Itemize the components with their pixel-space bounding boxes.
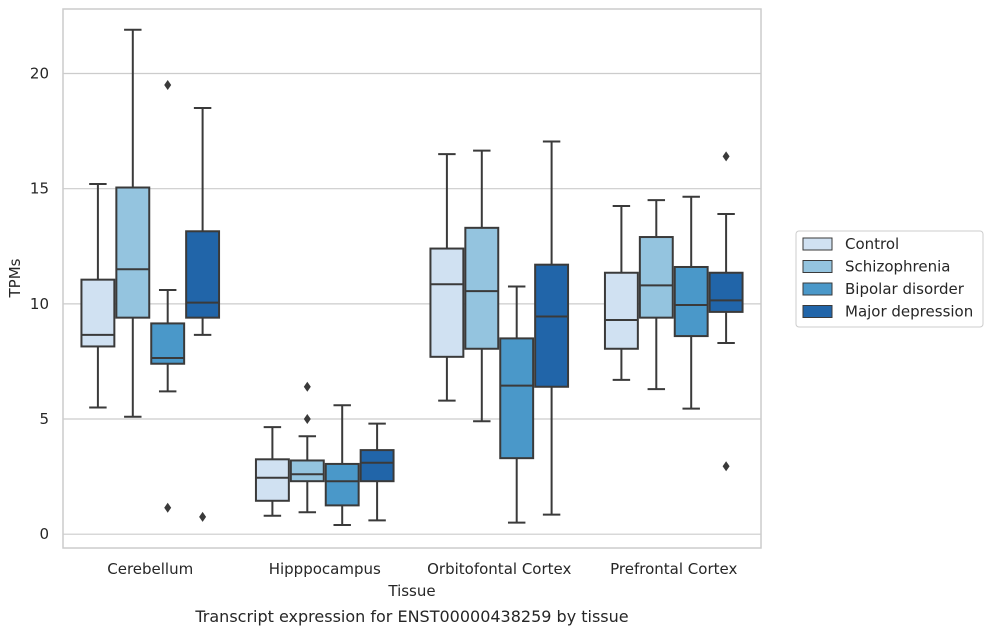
box-iqr (603, 271, 639, 350)
box-group (150, 80, 186, 513)
box-group (359, 422, 395, 522)
y-axis-label: TPMs (6, 258, 24, 298)
legend: Control Schizophrenia Bipolar disorder Majo… (795, 230, 984, 328)
box-group (324, 404, 360, 526)
outlier-point (722, 151, 730, 162)
legend-items: Control Schizophrenia Bipolar disorder Majo… (802, 235, 973, 321)
box-iqr (464, 226, 500, 350)
outlier-point (303, 381, 311, 392)
box-group (185, 107, 221, 522)
box-iqr (289, 459, 325, 483)
box-group (534, 140, 570, 516)
box-series-layer (80, 28, 744, 526)
legend-label: Control (845, 235, 899, 253)
box-group (603, 204, 639, 381)
box-group (289, 381, 325, 514)
box-group (708, 151, 744, 472)
box-iqr (708, 271, 744, 313)
y-tick-label: 20 (30, 64, 49, 82)
box-iqr (673, 265, 709, 338)
y-tick-label: 15 (30, 180, 49, 198)
y-tick-label: 5 (39, 410, 49, 428)
legend-frame (795, 230, 984, 328)
legend-swatch (802, 305, 833, 318)
y-axis-ticks: 0 5 10 15 20 (30, 64, 49, 543)
legend-label: Schizophrenia (845, 258, 950, 276)
box-iqr (499, 337, 535, 460)
legend-label: Bipolar disorder (845, 280, 965, 298)
box-group (115, 28, 151, 418)
box-iqr (254, 458, 290, 502)
legend-swatch (802, 282, 833, 296)
outlier-point (303, 414, 311, 425)
x-tick-label: Orbitofontal Cortex (427, 560, 571, 578)
outlier-point (164, 502, 172, 513)
box-iqr (115, 186, 151, 319)
box-iqr (185, 230, 221, 319)
box-iqr (638, 236, 674, 319)
box-iqr (429, 247, 465, 358)
y-tick-label: 10 (30, 295, 49, 313)
box-group (673, 195, 709, 410)
x-axis-label: Tissue (387, 582, 435, 600)
box-group (499, 285, 535, 524)
plot-area-frame (62, 8, 762, 549)
x-tick-label: Cerebellum (107, 560, 193, 578)
outlier-point (722, 461, 730, 472)
legend-swatch (802, 237, 833, 251)
x-axis-ticks: Cerebellum Hipppocampus Orbitofontal Corte… (107, 560, 737, 578)
box-iqr (359, 449, 395, 483)
box-iqr (80, 278, 116, 348)
x-tick-label: Hipppocampus (269, 560, 381, 578)
box-group (254, 426, 290, 517)
box-group (429, 153, 465, 402)
x-tick-label: Prefrontal Cortex (610, 560, 737, 578)
legend-label: Major depression (845, 303, 973, 321)
box-group (464, 149, 500, 423)
grid-lines (63, 72, 761, 535)
box-iqr (534, 263, 570, 388)
box-iqr (324, 462, 360, 507)
outlier-point (199, 511, 207, 522)
box-group (80, 183, 116, 409)
outlier-point (164, 80, 172, 91)
legend-swatch (802, 260, 833, 273)
box-group (638, 199, 674, 391)
chart-caption: Transcript expression for ENST0000043825… (194, 607, 628, 626)
y-tick-label: 0 (39, 525, 49, 543)
